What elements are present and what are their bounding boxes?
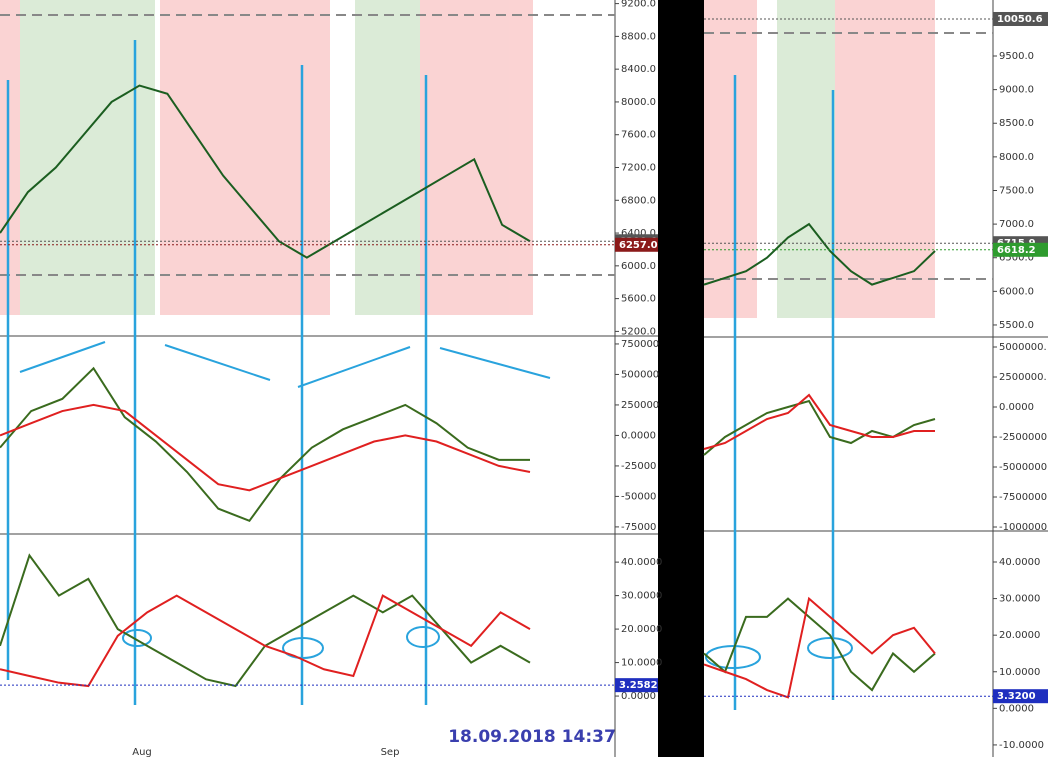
series-line bbox=[0, 84, 531, 259]
price-tag-label: 6618.2 bbox=[997, 245, 1036, 256]
trend-arrows bbox=[19, 341, 853, 669]
price-tag-label: 10050.6 bbox=[997, 14, 1043, 25]
y-tick-label: -2500000 bbox=[999, 432, 1047, 443]
price-tag-label: 6257.0 bbox=[619, 240, 658, 251]
y-tick-label: 40.0000 bbox=[621, 557, 662, 568]
price-tag bbox=[993, 242, 1048, 257]
zones bbox=[0, 0, 935, 318]
timestamp: 18.09.2018 14:37 bbox=[448, 727, 616, 747]
price-tag bbox=[993, 11, 1048, 26]
price-tag-label: 3.2582 bbox=[619, 680, 658, 691]
y-tick-label: -7500000 bbox=[999, 492, 1047, 503]
y-tick-label: 9500.0 bbox=[999, 51, 1034, 62]
price-tag bbox=[615, 237, 658, 252]
y-tick-label: 2500000. bbox=[999, 372, 1047, 383]
y-tick-label: 6800.0 bbox=[621, 195, 656, 206]
price-tag-label: 3.3200 bbox=[997, 691, 1036, 702]
y-tick-label: 8500.0 bbox=[999, 118, 1034, 129]
y-tick-label: 6400.0 bbox=[621, 228, 656, 239]
dashed-levels bbox=[0, 14, 993, 280]
y-tick-label: 0.0000 bbox=[621, 430, 656, 441]
y-tick-label: 20.0000 bbox=[999, 630, 1040, 641]
y-tick-label: 7200.0 bbox=[621, 163, 656, 174]
black-bar bbox=[658, 0, 704, 757]
y-tick-label: 30.0000 bbox=[999, 594, 1040, 605]
y-tick-label: 8000.0 bbox=[999, 152, 1034, 163]
y-tick-label: -25000 bbox=[621, 461, 656, 472]
y-tick-label: 5600.0 bbox=[621, 294, 656, 305]
y-tick-label: 750000 bbox=[621, 339, 659, 350]
y-tick-label: 0.0000 bbox=[999, 703, 1034, 714]
y-tick-label: 500000 bbox=[621, 369, 659, 380]
y-tick-label: 8800.0 bbox=[621, 31, 656, 42]
x-label: Sep bbox=[381, 747, 400, 757]
y-tick-label: 250000 bbox=[621, 400, 659, 411]
series-line bbox=[703, 596, 936, 699]
y-tick-label: 7000.0 bbox=[999, 219, 1034, 230]
y-tick-label: 30.0000 bbox=[621, 591, 662, 602]
y-tick-label: 0.0000 bbox=[621, 691, 656, 702]
y-tick-label: 20.0000 bbox=[621, 624, 662, 635]
y-tick-label: 5200.0 bbox=[621, 326, 656, 337]
y-tick-label: 6000.0 bbox=[999, 286, 1034, 297]
series-line bbox=[0, 366, 530, 523]
series-line bbox=[703, 222, 936, 286]
y-tick-label: 9200.0 bbox=[621, 0, 656, 10]
y-tick-label: 7500.0 bbox=[999, 185, 1034, 196]
price-tag bbox=[993, 689, 1048, 704]
y-tick-label: 6500.0 bbox=[999, 253, 1034, 264]
y-tick-label: -10.0000 bbox=[999, 740, 1044, 751]
y-tick-label: 5000000. bbox=[999, 342, 1047, 353]
y-tick-label: 6000.0 bbox=[621, 261, 656, 272]
y-tick-label: -1000000 bbox=[999, 522, 1047, 533]
series-line bbox=[0, 594, 531, 688]
y-tick-label: -5000000 bbox=[999, 462, 1047, 473]
y-tick-label: 10.0000 bbox=[621, 658, 662, 669]
y-tick-label: 8000.0 bbox=[621, 97, 656, 108]
y-tick-label: 7600.0 bbox=[621, 130, 656, 141]
y-tick-label: -75000 bbox=[621, 522, 656, 533]
series-line bbox=[703, 393, 935, 450]
price-tag bbox=[615, 678, 658, 693]
y-tick-label: 8400.0 bbox=[621, 64, 656, 75]
y-tick-label: 40.0000 bbox=[999, 557, 1040, 568]
y-tick-label: -50000 bbox=[621, 491, 656, 502]
y-tick-label: 0.0000 bbox=[999, 402, 1034, 413]
y-tick-label: 5500.0 bbox=[999, 320, 1034, 331]
series-line bbox=[703, 597, 936, 692]
x-label: Aug bbox=[132, 747, 152, 757]
y-tick-label: 10.0000 bbox=[999, 667, 1040, 678]
y-tick-label: 9000.0 bbox=[999, 85, 1034, 96]
series-line bbox=[0, 403, 531, 492]
